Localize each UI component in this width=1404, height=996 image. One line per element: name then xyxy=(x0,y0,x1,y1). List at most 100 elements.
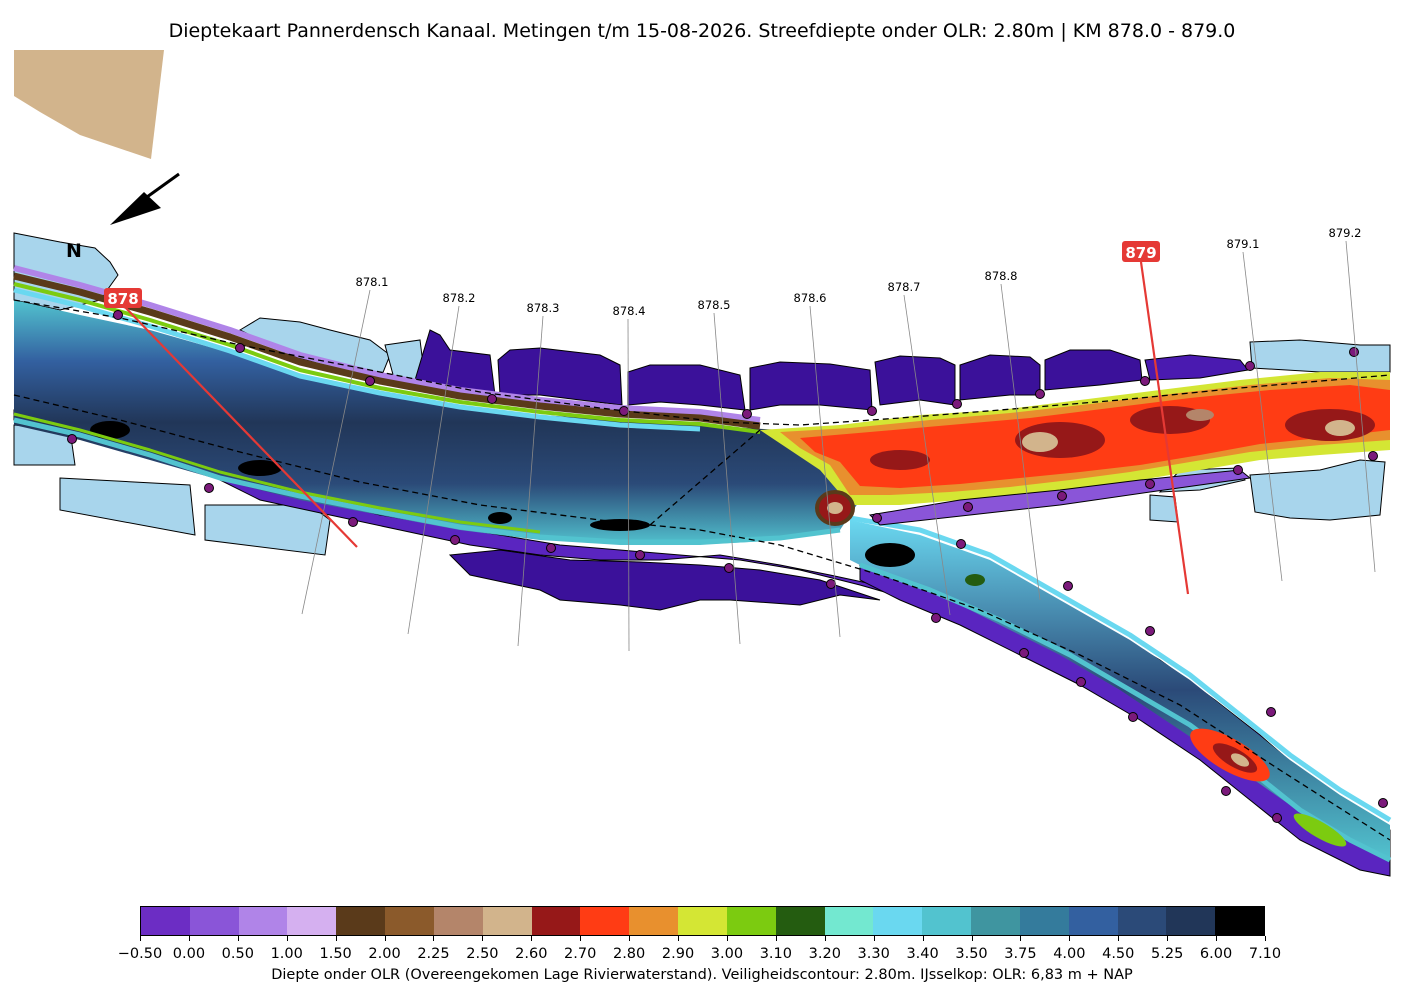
colorbar-segment xyxy=(775,907,825,935)
colorbar-segment xyxy=(971,907,1020,935)
colorbar-segment xyxy=(580,907,630,935)
colorbar-segment xyxy=(482,907,532,935)
km-major-label-879: 879 xyxy=(1125,244,1156,262)
colorbar-tick-label: 4.50 xyxy=(1102,946,1135,962)
colorbar-segment xyxy=(824,907,874,935)
colorbar-tick xyxy=(140,936,141,941)
km-label-878-1: 878.1 xyxy=(356,275,389,289)
colorbar-tick xyxy=(286,936,288,941)
km-label-878-7: 878.7 xyxy=(888,280,921,294)
colorbar-segment xyxy=(873,907,923,935)
km-label-878-4: 878.4 xyxy=(613,304,646,318)
deep-spots xyxy=(90,421,915,567)
colorbar-tick xyxy=(580,936,582,941)
km-label-878-2: 878.2 xyxy=(443,291,476,305)
shallow-bar xyxy=(760,372,1390,526)
colorbar-tick xyxy=(335,936,337,941)
colorbar-tick-label: 1.50 xyxy=(319,946,352,962)
km-label-878-6: 878.6 xyxy=(794,291,827,305)
km-major-badge-878: 878 xyxy=(104,288,142,308)
colorbar-tick xyxy=(1167,936,1169,941)
colorbar-tick xyxy=(629,936,631,941)
colorbar-tick xyxy=(824,936,826,941)
colorbar-tick-label: 3.50 xyxy=(955,946,988,962)
colorbar-tick xyxy=(482,936,484,941)
colorbar-segment xyxy=(189,907,239,935)
colorbar-tick xyxy=(678,936,680,941)
main-channel xyxy=(14,300,880,545)
colorbar-segment xyxy=(1117,907,1167,935)
colorbar-segment xyxy=(287,907,337,935)
south-east-shoal xyxy=(965,574,1347,847)
colorbar-segment xyxy=(238,907,288,935)
colorbar-tick xyxy=(188,936,190,941)
colorbar-tick-label: 3.00 xyxy=(710,946,744,962)
colorbar-tick xyxy=(922,936,924,941)
north-arrow-icon xyxy=(110,172,180,225)
colorbar-segment xyxy=(141,907,190,935)
colorbar-tick-label: 2.80 xyxy=(612,946,646,962)
km-label-878-8: 878.8 xyxy=(985,269,1018,283)
colorbar-caption: Diepte onder OLR (Overeengekomen Lage Ri… xyxy=(271,967,1133,983)
colorbar-ticks: −0.50 0.00 0.50 1.00 1.50 2.00 2.25 2.50 2.60 2.7… xyxy=(118,936,1281,966)
colorbar-tick-label: 2.25 xyxy=(417,946,450,962)
colorbar-segment xyxy=(1215,907,1265,935)
colorbar-tick-label: 0.50 xyxy=(221,946,254,962)
colorbar-tick-label: 3.30 xyxy=(857,946,890,962)
km-reference-lines xyxy=(301,240,1376,652)
colorbar-segment xyxy=(1068,907,1118,935)
colorbar-tick-label: −0.50 xyxy=(117,946,163,962)
colorbar-tick xyxy=(971,936,973,941)
colorbar-tick-label: 3.40 xyxy=(906,946,939,962)
south-arm-channel xyxy=(850,520,1390,860)
depth-colorbar xyxy=(140,906,1265,936)
groyne-markers xyxy=(67,310,1388,823)
colorbar-tick-label: 2.70 xyxy=(564,946,597,962)
shallow-water xyxy=(13,232,1391,556)
colorbar-segment xyxy=(1019,907,1069,935)
km-minor-labels: 878.1 878.2 878.3 878.4 878.5 878.6 878.… xyxy=(356,226,1362,318)
km-label-878-5: 878.5 xyxy=(698,298,731,312)
km-label-879-2: 879.2 xyxy=(1329,226,1362,240)
colorbar-tick-label: 3.75 xyxy=(1004,946,1037,962)
km-major-lines xyxy=(123,261,1190,595)
km-label-879-1: 879.1 xyxy=(1227,237,1260,251)
colorbar-tick xyxy=(1069,936,1071,941)
depth-map[interactable]: 878.1 878.2 878.3 878.4 878.5 878.6 878.… xyxy=(0,0,1404,900)
colorbar-segment xyxy=(433,907,483,935)
colorbar-tick-label: 2.60 xyxy=(515,946,548,962)
colorbar-tick xyxy=(1118,936,1120,941)
colorbar-segment xyxy=(726,907,776,935)
colorbar-tick xyxy=(237,936,239,941)
colorbar-tick-label: 2.90 xyxy=(661,946,695,962)
colorbar-segment xyxy=(678,907,727,935)
colorbar-tick xyxy=(1216,936,1218,941)
land-area xyxy=(14,50,164,159)
colorbar-tick xyxy=(775,936,777,941)
colorbar-segment xyxy=(385,907,434,935)
colorbar-tick xyxy=(1020,936,1022,941)
page-title: Dieptekaart Pannerdensch Kanaal. Metinge… xyxy=(168,20,1236,42)
km-major-label-878: 878 xyxy=(107,290,138,308)
north-label: N xyxy=(66,240,82,262)
colorbar-tick-label: 3.10 xyxy=(759,946,793,962)
colorbar-tick xyxy=(726,936,728,941)
colorbar-tick-label: 3.20 xyxy=(808,946,841,962)
colorbar-tick xyxy=(1265,936,1266,941)
colorbar-segment xyxy=(531,907,581,935)
km-major-badge-879: 879 xyxy=(1122,241,1160,262)
colorbar-segment xyxy=(629,907,679,935)
colorbar-tick xyxy=(384,936,386,941)
colorbar-tick xyxy=(531,936,533,941)
colorbar-tick xyxy=(433,936,435,941)
colorbar-tick-label: 2.50 xyxy=(466,946,499,962)
colorbar-tick-label: 6.00 xyxy=(1199,946,1233,962)
colorbar-tick-label: 1.00 xyxy=(270,946,303,962)
colorbar-segment xyxy=(336,907,386,935)
km-label-878-3: 878.3 xyxy=(527,301,560,315)
colorbar-tick-label: 7.10 xyxy=(1248,946,1282,962)
colorbar-tick xyxy=(873,936,875,941)
colorbar-segment xyxy=(922,907,972,935)
colorbar-tick-label: 5.25 xyxy=(1151,946,1184,962)
colorbar-tick-label: 0.00 xyxy=(172,946,206,962)
